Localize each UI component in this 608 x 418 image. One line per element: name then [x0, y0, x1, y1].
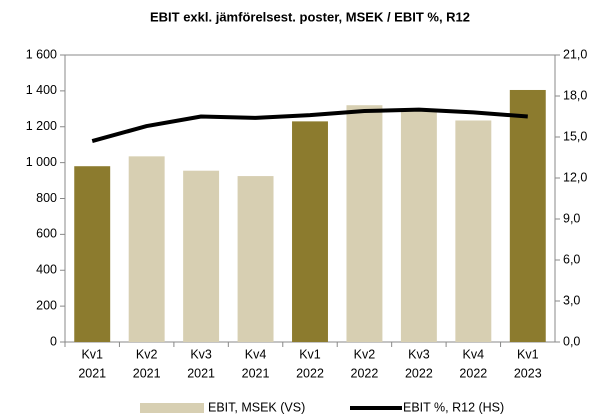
- bar: [74, 166, 111, 342]
- x-tick-label: 2022: [459, 366, 487, 380]
- bar: [183, 170, 220, 342]
- x-tick-label: 2023: [514, 366, 542, 380]
- x-tick-label: Kv2: [136, 347, 158, 361]
- y2-tick-label: 21,0: [563, 47, 587, 61]
- bar: [128, 156, 165, 342]
- x-tick-label: 2022: [405, 366, 433, 380]
- x-tick-label: 2021: [242, 366, 270, 380]
- y-tick-label: 1 600: [26, 47, 57, 61]
- x-tick-label: Kv3: [190, 347, 212, 361]
- x-tick-label: Kv4: [463, 347, 485, 361]
- x-tick-label: Kv1: [299, 347, 321, 361]
- x-tick-label: Kv1: [517, 347, 539, 361]
- y-tick-label: 400: [36, 263, 57, 277]
- bar: [509, 89, 546, 343]
- x-tick-label: 2022: [296, 366, 324, 380]
- y-tick-label: 800: [36, 191, 57, 205]
- chart-title: EBIT exkl. jämförelsest. poster, MSEK / …: [150, 9, 470, 24]
- x-tick-label: Kv2: [354, 347, 376, 361]
- y2-tick-label: 9,0: [563, 211, 580, 225]
- x-tick-label: 2021: [133, 366, 161, 380]
- y2-tick-label: 0,0: [563, 334, 580, 348]
- bar: [346, 105, 383, 342]
- y-tick-label: 1 200: [26, 119, 57, 133]
- x-tick-label: Kv4: [245, 347, 267, 361]
- bar: [237, 176, 274, 342]
- x-tick-label: 2021: [187, 366, 215, 380]
- y2-tick-label: 15,0: [563, 129, 587, 143]
- line: [91, 107, 528, 144]
- y-tick-label: 0: [50, 334, 57, 348]
- y-tick-label: 600: [36, 227, 57, 241]
- legend-label: EBIT, MSEK (VS): [208, 400, 305, 414]
- y-tick-label: 1 000: [26, 155, 57, 169]
- bar: [455, 120, 492, 342]
- y-tick-label: 1 400: [26, 83, 57, 97]
- y2-tick-label: 12,0: [563, 170, 587, 184]
- x-tick-label: Kv1: [81, 347, 103, 361]
- bar: [400, 110, 437, 342]
- x-tick-label: 2021: [78, 366, 106, 380]
- y-tick-label: 200: [36, 298, 57, 312]
- y2-tick-label: 6,0: [563, 252, 580, 266]
- legend-label: EBIT %, R12 (HS): [403, 400, 504, 414]
- y2-tick-label: 3,0: [563, 293, 580, 307]
- x-tick-label: 2022: [351, 366, 379, 380]
- legend-swatch: [140, 403, 204, 413]
- x-tick-label: Kv3: [408, 347, 430, 361]
- bar: [292, 121, 328, 343]
- y2-tick-label: 18,0: [563, 88, 587, 102]
